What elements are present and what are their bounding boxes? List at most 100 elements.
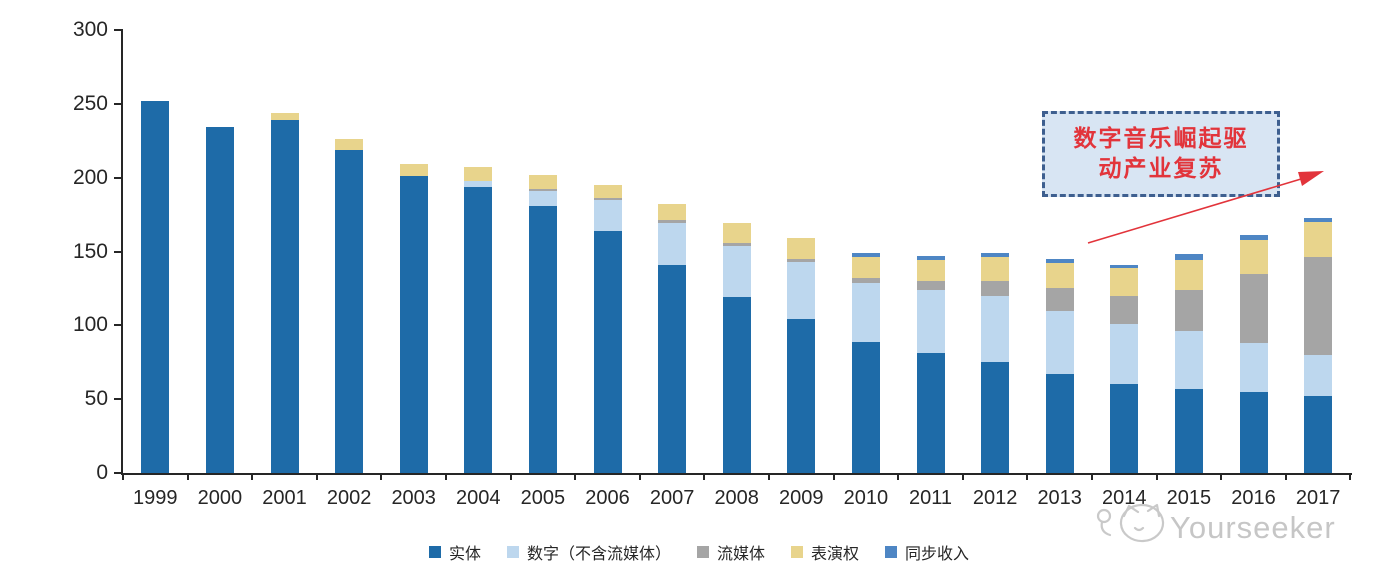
y-axis-tick-label: 100 — [72, 313, 108, 337]
x-axis-tick-mark — [1091, 473, 1093, 480]
bar-segment-1999-实体 — [141, 100, 170, 473]
bar-segment-2015-实体 — [1174, 388, 1203, 473]
bar-segment-2011-实体 — [916, 353, 945, 473]
bar-segment-2002-表演权 — [335, 139, 364, 150]
bar-segment-2016-实体 — [1239, 391, 1268, 473]
bar-segment-2003-表演权 — [399, 164, 428, 177]
bar-segment-2015-流媒体 — [1174, 289, 1203, 332]
cat-logo-icon — [1096, 503, 1165, 543]
legend-label: 数字（不含流媒体） — [526, 546, 671, 563]
bar-segment-2016-表演权 — [1239, 239, 1268, 274]
bar-segment-2010-数字（不含流媒体） — [851, 282, 880, 342]
x-axis-label-2006: 2006 — [585, 487, 630, 509]
y-axis-tick-label: 150 — [72, 239, 108, 263]
bar-segment-2001-表演权 — [270, 112, 299, 121]
x-axis-tick-mark — [1155, 473, 1158, 480]
bar-segment-2009-数字（不含流媒体） — [787, 261, 816, 320]
x-axis-label-2017: 2017 — [1295, 487, 1341, 509]
bar-segment-2005-实体 — [528, 205, 557, 473]
legend-item: 流媒体 — [696, 540, 765, 564]
legend-swatch-icon — [885, 546, 898, 558]
bar-segment-2004-实体 — [464, 186, 493, 473]
legend-label: 同步收入 — [905, 546, 970, 563]
bar-segment-2012-同步收入 — [981, 252, 1010, 258]
bar-segment-2011-流媒体 — [916, 281, 945, 290]
bar-segment-2017-实体 — [1304, 396, 1333, 473]
bar-segment-2006-数字（不含流媒体） — [593, 199, 622, 231]
x-axis-tick-mark — [703, 473, 706, 480]
bar-segment-2003-实体 — [399, 176, 428, 473]
bar-segment-2006-表演权 — [593, 185, 622, 199]
bar-segment-2013-流媒体 — [1045, 288, 1074, 311]
x-axis-label-1999: 1999 — [133, 487, 178, 509]
x-axis-line — [121, 473, 1352, 475]
legend-swatch-icon — [428, 546, 441, 558]
bar-segment-2000-实体 — [205, 127, 234, 473]
x-axis-label-2005: 2005 — [520, 487, 566, 509]
legend-item: 数字（不含流媒体） — [506, 540, 671, 564]
legend-item: 实体 — [428, 540, 481, 564]
bar-segment-2005-数字（不含流媒体） — [528, 190, 557, 206]
chart-legend: 实体 数字（不含流媒体） 流媒体 表演权 同步收入 — [0, 540, 1398, 564]
bar-segment-2011-数字（不含流媒体） — [916, 289, 945, 354]
x-axis-label-2007: 2007 — [649, 487, 695, 509]
y-axis-tick-label: 250 — [72, 91, 108, 115]
x-axis-label-2015: 2015 — [1166, 487, 1212, 509]
legend-swatch-icon — [791, 546, 803, 558]
x-axis-tick-mark — [574, 473, 577, 480]
annotation-callout-box: 数字音乐崛起驱 动产业复苏 — [1042, 111, 1280, 197]
bar-segment-2010-流媒体 — [851, 278, 880, 283]
legend-label: 表演权 — [811, 546, 860, 563]
bar-segment-2016-数字（不含流媒体） — [1239, 343, 1268, 392]
annotation-text-line1: 数字音乐崛起驱 — [1073, 126, 1249, 151]
y-axis-tick-label: 300 — [72, 18, 108, 41]
bar-segment-2011-同步收入 — [916, 255, 945, 261]
x-axis-tick-mark — [1220, 473, 1223, 480]
watermark: Yourseeker — [1090, 500, 1390, 556]
bar-segment-2007-表演权 — [658, 204, 687, 221]
bar-segment-2005-表演权 — [528, 174, 557, 190]
bar-segment-2007-实体 — [658, 264, 687, 473]
bar-segment-2011-表演权 — [916, 260, 945, 282]
x-axis-tick-mark — [1284, 473, 1287, 480]
bar-segment-2014-数字（不含流媒体） — [1110, 323, 1139, 385]
x-axis-tick-mark — [897, 473, 900, 480]
bar-segment-2010-表演权 — [851, 257, 880, 279]
legend-item: 表演权 — [791, 540, 859, 564]
x-axis-tick-mark — [380, 473, 383, 480]
bar-segment-2015-表演权 — [1174, 260, 1203, 290]
legend-swatch-icon — [506, 546, 519, 558]
x-axis-label-2008: 2008 — [714, 487, 759, 509]
bar-segment-2007-流媒体 — [658, 220, 687, 224]
x-axis-label-2016: 2016 — [1231, 487, 1276, 509]
x-axis-tick-mark — [638, 473, 641, 480]
x-axis-tick-mark — [832, 473, 835, 480]
legend-label: 流媒体 — [716, 546, 765, 563]
x-axis-tick-mark — [251, 473, 254, 480]
x-axis-tick-mark — [315, 473, 318, 480]
bar-segment-2008-数字（不含流媒体） — [722, 245, 751, 298]
x-axis-label-2003: 2003 — [391, 487, 436, 509]
bar-segment-2016-流媒体 — [1239, 273, 1268, 344]
x-axis-label-2004: 2004 — [456, 487, 501, 509]
x-axis-tick-mark — [768, 473, 770, 480]
x-axis-label-2001: 2001 — [262, 487, 307, 509]
bar-segment-2009-表演权 — [787, 238, 816, 259]
bar-segment-2015-同步收入 — [1174, 254, 1203, 261]
x-axis-label-2011: 2011 — [908, 487, 952, 509]
bar-segment-2004-数字（不含流媒体） — [464, 180, 493, 187]
y-axis-line — [121, 29, 123, 475]
bar-segment-2005-流媒体 — [528, 189, 557, 191]
x-axis-tick-mark — [1026, 473, 1029, 480]
bar-segment-2014-同步收入 — [1110, 264, 1139, 268]
bar-segment-2009-实体 — [787, 319, 816, 473]
bar-segment-2012-数字（不含流媒体） — [981, 295, 1010, 363]
bar-segment-2008-实体 — [722, 297, 751, 473]
x-axis-tick-mark — [445, 473, 447, 480]
x-axis-label-2012: 2012 — [972, 487, 1018, 509]
bar-segment-2006-流媒体 — [593, 198, 622, 200]
y-axis-tick-mark — [114, 102, 121, 105]
bar-segment-2017-流媒体 — [1304, 257, 1333, 355]
watermark-brand-text: Yourseeker — [1170, 510, 1336, 545]
bar-segment-2004-表演权 — [464, 167, 493, 181]
